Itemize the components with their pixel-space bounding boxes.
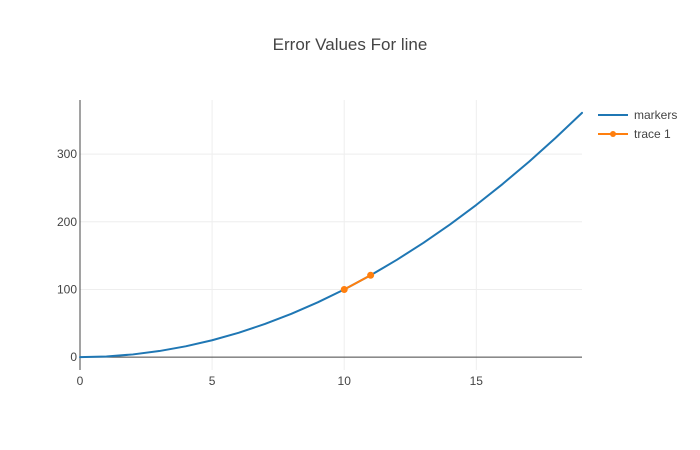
x-tick-label: 10: [338, 374, 352, 388]
chart-title: Error Values For line: [273, 35, 428, 54]
legend-marker: [610, 131, 616, 137]
x-tick-label: 5: [209, 374, 216, 388]
legend-item[interactable]: trace 1: [598, 127, 671, 141]
axis-layer: 0 5 10 15 0 100 200 300: [57, 100, 582, 388]
series-line-0: [79, 111, 583, 359]
y-tick-label: 0: [70, 350, 77, 364]
data-point: [367, 271, 375, 279]
legend-label: markers: [634, 108, 677, 122]
legend-label: trace 1: [634, 127, 671, 141]
legend[interactable]: markers trace 1: [598, 108, 677, 141]
x-tick-label: 0: [77, 374, 84, 388]
legend-item[interactable]: markers: [598, 108, 677, 122]
x-tick-label: 15: [470, 374, 484, 388]
grid-layer: [80, 100, 582, 370]
y-tick-label: 100: [57, 282, 77, 296]
y-tick-label: 300: [57, 147, 77, 161]
series-line-1: [343, 274, 372, 291]
data-point: [340, 285, 348, 293]
y-tick-label: 200: [57, 215, 77, 229]
series-layer: [79, 111, 583, 359]
